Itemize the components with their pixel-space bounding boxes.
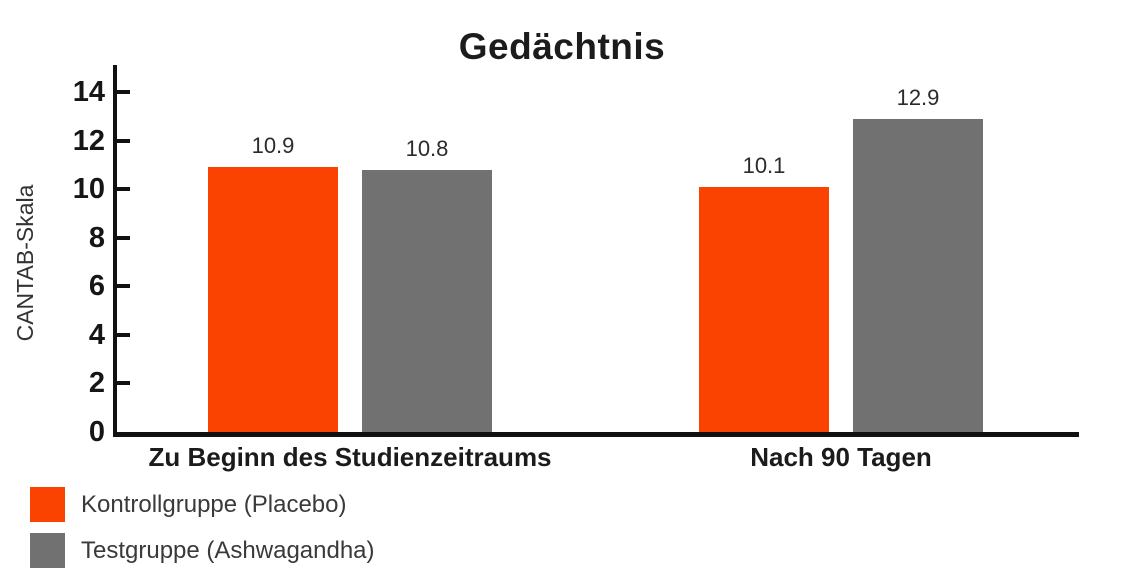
bar-testgruppe-group1: [362, 169, 492, 432]
legend-swatch-testgruppe: [30, 533, 65, 568]
y-tick-label: 4: [88, 318, 105, 351]
bar-value-label: 12.9: [896, 84, 940, 110]
legend: Kontrollgruppe (Placebo) Testgruppe (Ash…: [30, 487, 375, 579]
y-tick-label: 14: [72, 76, 105, 108]
legend-label-testgruppe: Testgruppe (Ashwagandha): [81, 536, 375, 564]
bar-kontrollgruppe-group1: [208, 167, 338, 432]
y-tick-mark: [117, 235, 130, 240]
y-tick-label: 6: [88, 270, 105, 303]
bar-kontrollgruppe-group2: [699, 186, 829, 432]
y-tick-label: 0: [88, 416, 105, 448]
bar-value-label: 10.9: [251, 133, 295, 159]
y-tick-mark: [117, 381, 130, 386]
bar-value-label: 10.1: [742, 152, 786, 178]
y-tick-mark: [117, 284, 130, 289]
y-tick-mark: [117, 187, 130, 192]
legend-item-testgruppe: Testgruppe (Ashwagandha): [30, 533, 375, 568]
bar-value-label: 10.8: [405, 135, 449, 161]
y-tick-label: 8: [88, 221, 105, 254]
x-category-label: Zu Beginn des Studienzeitraums: [148, 442, 552, 472]
y-tick-label: 12: [72, 124, 105, 157]
y-tick-label: 10: [72, 173, 105, 206]
plot-area: 0 2 4 6 8 10 12 14 10.9 10.8 Zu Beginn des Studien…: [73, 65, 1079, 472]
bar-testgruppe-group2: [853, 118, 983, 432]
legend-swatch-kontrollgruppe: [30, 487, 65, 522]
y-tick-label: 2: [88, 367, 105, 400]
y-tick-mark: [117, 332, 130, 337]
legend-label-kontrollgruppe: Kontrollgruppe (Placebo): [81, 490, 347, 518]
chart-title: Gedächtnis: [458, 26, 666, 67]
y-tick-mark: [117, 138, 130, 143]
y-tick-mark: [117, 90, 130, 94]
x-category-label: Nach 90 Tagen: [750, 442, 932, 472]
legend-item-kontrollgruppe: Kontrollgruppe (Placebo): [30, 487, 375, 522]
